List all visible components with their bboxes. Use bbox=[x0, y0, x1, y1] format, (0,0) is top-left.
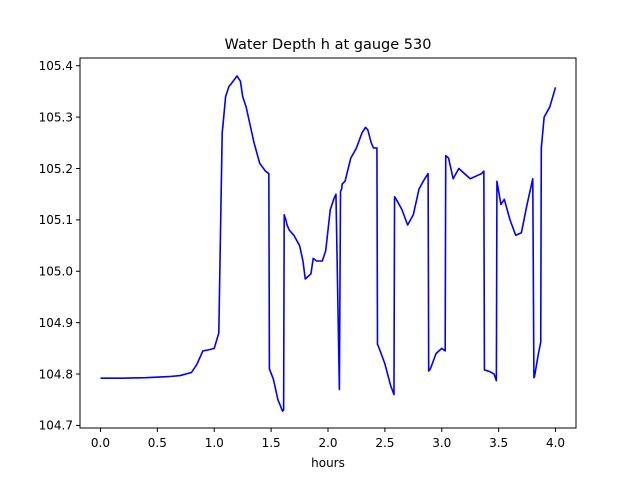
x-tick-label: 4.0 bbox=[546, 436, 565, 450]
x-tick-label: 2.5 bbox=[375, 436, 394, 450]
y-tick-label: 104.8 bbox=[39, 367, 73, 381]
y-tick-label: 104.9 bbox=[39, 316, 73, 330]
chart-title: Water Depth h at gauge 530 bbox=[225, 37, 432, 53]
y-tick-label: 105.2 bbox=[39, 162, 73, 176]
x-axis-label: hours bbox=[311, 456, 345, 470]
x-tick-label: 2.0 bbox=[318, 436, 337, 450]
plot-area bbox=[100, 75, 557, 412]
y-tick-label: 105.3 bbox=[39, 110, 73, 124]
x-tick-label: 3.5 bbox=[489, 436, 508, 450]
x-tick-label: 1.5 bbox=[262, 436, 281, 450]
series-line-0 bbox=[100, 75, 557, 412]
y-tick-label: 104.7 bbox=[39, 419, 73, 433]
x-tick-label: 3.0 bbox=[432, 436, 451, 450]
axes-frame bbox=[79, 57, 577, 429]
x-tick-label: 1.0 bbox=[205, 436, 224, 450]
x-axis: 0.0 0.5 1.0 1.5 2.0 2.5 3.0 3.5 4.0 bbox=[91, 428, 565, 450]
y-axis: 104.7 104.8 104.9 105.0 105.1 105.2 105.3 105.4 bbox=[39, 59, 80, 433]
y-tick-label: 105.1 bbox=[39, 213, 73, 227]
x-tick-label: 0.5 bbox=[148, 436, 167, 450]
x-tick-label: 0.0 bbox=[91, 436, 110, 450]
y-tick-label: 105.0 bbox=[39, 265, 73, 279]
y-tick-label: 105.4 bbox=[39, 59, 73, 73]
